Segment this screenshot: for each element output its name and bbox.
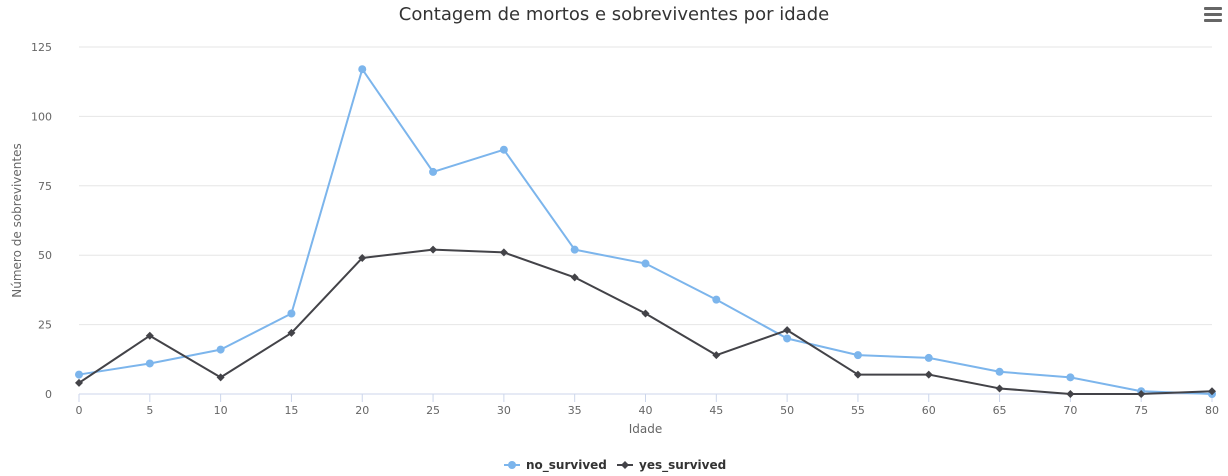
data-point[interactable]: [1066, 390, 1075, 398]
data-point[interactable]: [924, 370, 933, 379]
data-point[interactable]: [995, 384, 1004, 393]
data-point[interactable]: [853, 351, 862, 360]
series-line: [78, 68, 1213, 395]
series-layer: [75, 65, 1216, 398]
y-tick-label: 125: [31, 41, 52, 54]
x-tick-label: 5: [146, 404, 153, 417]
data-point[interactable]: [712, 351, 721, 360]
data-point[interactable]: [145, 359, 154, 368]
data-point[interactable]: [570, 245, 579, 254]
data-point[interactable]: [499, 248, 508, 257]
y-axis-ticks: 0 25 50 75 100 125: [31, 41, 52, 401]
data-point[interactable]: [429, 167, 438, 176]
y-axis-title: Número de sobreviventes: [10, 143, 24, 297]
data-point[interactable]: [216, 373, 225, 382]
legend-label: yes_survived: [639, 458, 726, 473]
data-point[interactable]: [712, 295, 721, 304]
x-tick-label: 25: [426, 404, 440, 417]
x-tick-label: 45: [709, 404, 723, 417]
data-point[interactable]: [1137, 390, 1146, 398]
data-point[interactable]: [358, 65, 367, 74]
x-tick-label: 55: [851, 404, 865, 417]
data-point[interactable]: [1066, 373, 1075, 382]
y-tick-label: 0: [45, 388, 52, 401]
series-no_survived[interactable]: [75, 65, 1216, 398]
data-point[interactable]: [75, 370, 83, 379]
data-point[interactable]: [145, 331, 154, 340]
x-tick-label: 30: [497, 404, 511, 417]
data-point[interactable]: [358, 253, 367, 262]
data-point[interactable]: [783, 326, 792, 335]
menu-bar-middle: [1204, 13, 1222, 16]
x-tick-label: 75: [1134, 404, 1148, 417]
x-tick-label: 65: [993, 404, 1007, 417]
y-tick-label: 50: [38, 249, 52, 262]
data-point[interactable]: [783, 334, 792, 343]
x-tick-label: 60: [922, 404, 936, 417]
series-line: [78, 248, 1213, 395]
x-axis-title: Idade: [629, 422, 663, 436]
y-tick-label: 100: [31, 110, 52, 123]
x-tick-label: 20: [355, 404, 369, 417]
x-tick-label: 50: [780, 404, 794, 417]
data-point[interactable]: [499, 145, 508, 154]
data-point[interactable]: [641, 309, 650, 318]
data-point[interactable]: [75, 378, 83, 387]
legend[interactable]: no_survived yes_survived: [504, 458, 726, 473]
legend-label: no_survived: [526, 458, 607, 473]
x-tick-label: 80: [1205, 404, 1219, 417]
data-point[interactable]: [853, 370, 862, 379]
menu-bar-bottom: [1204, 19, 1222, 22]
x-axis-ticks: 0 5 10 15 20 25 30 35 40 45 50 55 60 65 70 75 80: [76, 394, 1219, 417]
x-tick-label: 10: [214, 404, 228, 417]
legend-item-no_survived[interactable]: no_survived: [504, 458, 607, 473]
hamburger-menu-icon[interactable]: [1204, 7, 1222, 23]
data-point[interactable]: [287, 309, 296, 318]
legend-item-yes_survived[interactable]: yes_survived: [617, 458, 726, 473]
data-point[interactable]: [429, 245, 438, 254]
menu-bar-top: [1204, 7, 1222, 10]
x-tick-label: 40: [639, 404, 653, 417]
data-point[interactable]: [287, 328, 296, 337]
legend-circle-marker: [508, 461, 516, 469]
data-point[interactable]: [1208, 387, 1216, 396]
series-yes_survived[interactable]: [75, 245, 1216, 398]
y-tick-label: 75: [38, 180, 52, 193]
x-tick-label: 70: [1063, 404, 1077, 417]
x-tick-label: 15: [284, 404, 298, 417]
data-point[interactable]: [216, 345, 225, 354]
x-tick-label: 35: [568, 404, 582, 417]
legend-diamond-marker: [621, 461, 629, 469]
data-point[interactable]: [924, 353, 933, 362]
data-point[interactable]: [570, 273, 579, 282]
y-tick-label: 25: [38, 319, 52, 332]
grid-lines: [79, 46, 1212, 326]
data-point[interactable]: [995, 367, 1004, 376]
chart-title: Contagem de mortos e sobreviventes por i…: [399, 4, 829, 25]
data-point[interactable]: [641, 259, 650, 268]
x-tick-label: 0: [76, 404, 83, 417]
